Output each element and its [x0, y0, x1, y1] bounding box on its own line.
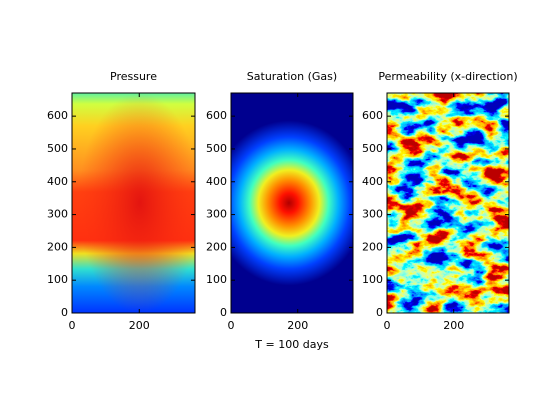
panel-title: Saturation (Gas)	[247, 70, 337, 83]
y-tick-label: 200	[362, 240, 383, 253]
axes-box	[230, 92, 354, 314]
x-tick-label: 200	[129, 319, 150, 332]
saturation-field	[231, 93, 353, 313]
y-tick-label: 200	[47, 240, 68, 253]
y-tick-label: 500	[47, 142, 68, 155]
y-tick-label: 0	[376, 306, 383, 319]
panel-title: Permeability (x-direction)	[378, 70, 517, 83]
y-tick-label: 100	[47, 273, 68, 286]
x-tick-label: 0	[384, 319, 391, 332]
y-tick-label: 500	[206, 142, 227, 155]
axes-box	[71, 92, 196, 314]
y-tick-label: 300	[362, 208, 383, 221]
y-tick-label: 0	[220, 306, 227, 319]
y-tick-label: 0	[61, 306, 68, 319]
y-tick-label: 200	[206, 240, 227, 253]
y-tick-label: 300	[206, 208, 227, 221]
x-tick-label: 0	[228, 319, 235, 332]
y-tick-label: 300	[47, 208, 68, 221]
x-tick-label: 0	[69, 319, 76, 332]
y-tick-label: 100	[362, 273, 383, 286]
y-tick-label: 100	[206, 273, 227, 286]
y-tick-label: 500	[362, 142, 383, 155]
y-tick-label: 400	[206, 175, 227, 188]
x-axis-label: T = 100 days	[254, 338, 329, 351]
y-tick-label: 400	[362, 175, 383, 188]
y-tick-label: 400	[47, 175, 68, 188]
fields	[72, 93, 509, 313]
pressure-field-core	[72, 93, 195, 313]
x-tick-label: 200	[443, 319, 464, 332]
permeability-field	[387, 93, 509, 313]
y-tick-label: 600	[362, 109, 383, 122]
y-tick-label: 600	[47, 109, 68, 122]
x-tick-label: 200	[287, 319, 308, 332]
panel-title: Pressure	[110, 70, 157, 83]
axes-box	[386, 92, 510, 314]
y-tick-label: 600	[206, 109, 227, 122]
